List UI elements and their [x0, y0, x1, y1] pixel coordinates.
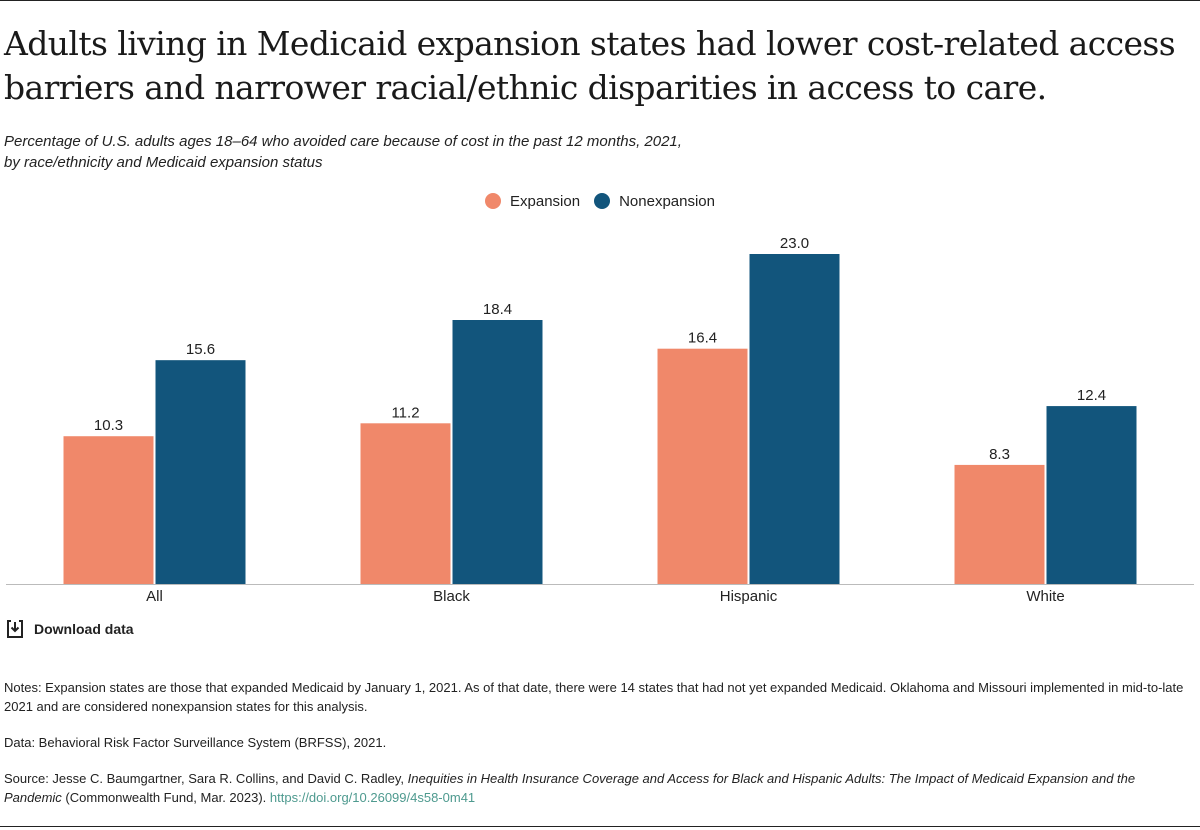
data-label-all-expansion: 10.3 [94, 417, 123, 434]
bar-black-nonexpansion [452, 320, 543, 584]
legend-label-expansion: Expansion [510, 192, 581, 210]
top-rule [0, 0, 1200, 1]
source-title: Inequities in Health Insurance Coverage … [4, 771, 1136, 805]
bar-white-expansion [954, 464, 1045, 584]
source-text: Source: Jesse C. Baumgartner, Sara R. Co… [4, 769, 1194, 807]
data-label-black-expansion: 11.2 [391, 404, 419, 421]
footnotes: Notes: Expansion states are those that e… [4, 678, 1194, 824]
x-tick-label-white: White [1026, 588, 1064, 605]
source-prefix: Source: Jesse C. Baumgartner, Sara R. Co… [4, 771, 408, 786]
source-suffix: (Commonwealth Fund, Mar. 2023). [61, 790, 270, 805]
chart-subtitle: Percentage of U.S. adults ages 18–64 who… [4, 131, 804, 173]
source-link[interactable]: https://doi.org/10.26099/4s58-0m41 [269, 790, 476, 805]
bar-chart: 10.3 15.6 All 11.2 18.4 Black 16.4 23.0 Hispanic… [6, 235, 1194, 605]
data-label-all-nonexpansion: 15.6 [186, 341, 215, 358]
subtitle-line-2: by race/ethnicity and Medicaid expansion… [4, 154, 323, 171]
x-tick-label-hispanic: Hispanic [720, 588, 778, 605]
data-text: Data: Behavioral Risk Factor Surveillanc… [4, 735, 387, 750]
legend-item-expansion: Expansion [485, 193, 580, 210]
bottom-rule [0, 826, 1200, 827]
data-label-black-nonexpansion: 18.4 [483, 301, 512, 318]
legend-swatch-expansion [485, 193, 502, 209]
download-data-label: Download data [34, 621, 134, 637]
download-icon [7, 620, 23, 638]
bar-white-nonexpansion [1046, 406, 1137, 584]
bar-hispanic-nonexpansion [749, 254, 840, 584]
legend-swatch-nonexpansion [594, 193, 611, 209]
legend: Expansion Nonexpansion [0, 190, 1200, 212]
notes-text: Notes: Expansion states are those that e… [4, 680, 1184, 714]
bar-black-expansion [360, 423, 451, 584]
subtitle-line-1: Percentage of U.S. adults ages 18–64 who… [4, 133, 682, 150]
bar-hispanic-expansion [657, 348, 748, 584]
legend-label-nonexpansion: Nonexpansion [619, 192, 715, 210]
legend-item-nonexpansion: Nonexpansion [594, 193, 715, 210]
bar-all-nonexpansion [155, 360, 246, 584]
data-label-hispanic-expansion: 16.4 [688, 330, 717, 347]
bar-all-expansion [63, 436, 154, 584]
x-tick-label-black: Black [433, 588, 470, 605]
download-data-button[interactable]: Download data [6, 619, 134, 639]
chart-title: Adults living in Medicaid expansion stat… [4, 24, 1176, 107]
x-tick-label-all: All [146, 588, 163, 605]
data-label-white-nonexpansion: 12.4 [1077, 387, 1106, 404]
data-label-white-expansion: 8.3 [989, 446, 1010, 463]
data-label-hispanic-nonexpansion: 23.0 [780, 235, 809, 252]
